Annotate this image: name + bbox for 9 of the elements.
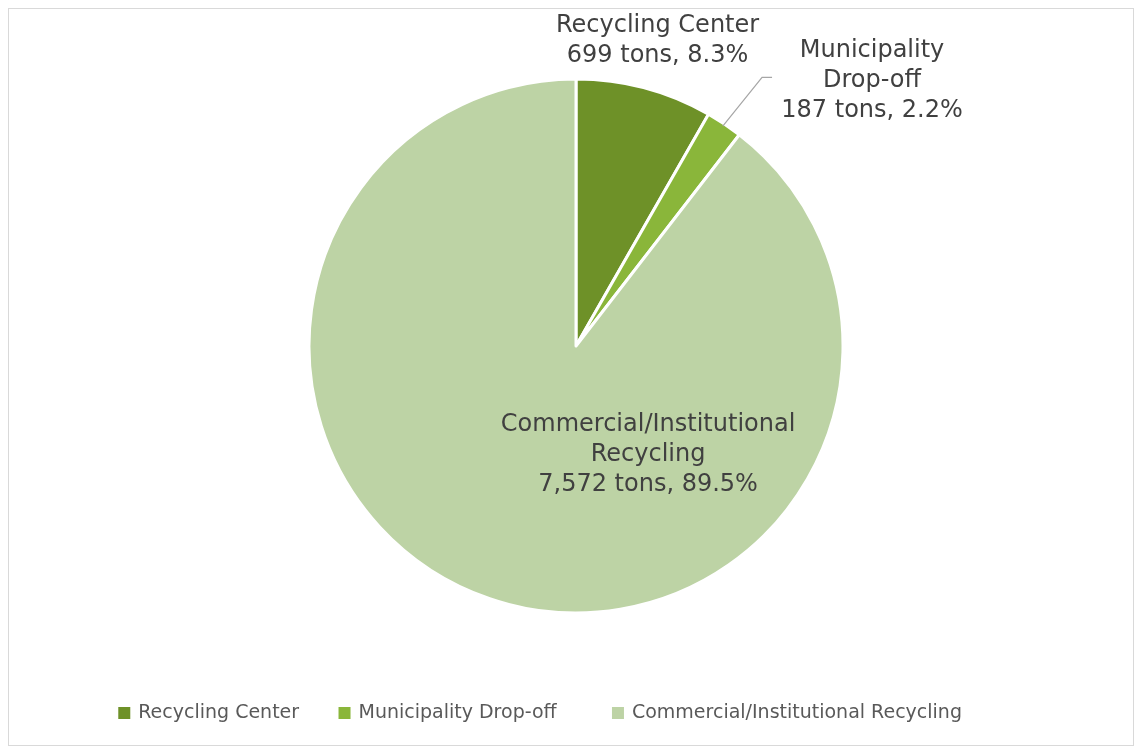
slice-label: Municipality Drop-off: [799, 35, 945, 94]
legend-label: Commercial/Institutional Recycling: [631, 700, 962, 722]
data-label: 7,572 tons, 89.5%: [538, 468, 758, 497]
slice-label: Recycling Center: [555, 9, 760, 38]
slice-label: Commercial/Institutional Recycling: [500, 408, 796, 467]
legend-label: Recycling Center: [138, 700, 300, 722]
data-label: 187 tons, 2.2%: [781, 95, 963, 124]
legend-label: Municipality Drop-off: [358, 700, 558, 722]
data-label: 699 tons, 8.3%: [566, 39, 749, 68]
